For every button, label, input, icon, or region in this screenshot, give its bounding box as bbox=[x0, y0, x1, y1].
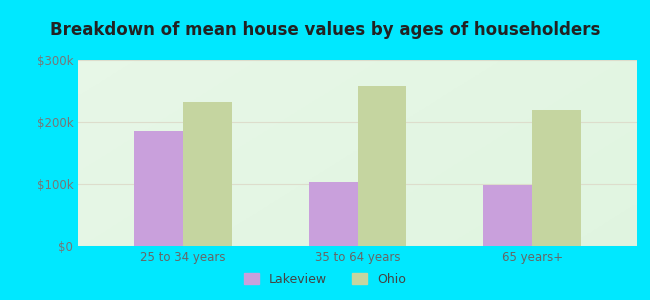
Text: Breakdown of mean house values by ages of householders: Breakdown of mean house values by ages o… bbox=[50, 21, 600, 39]
Bar bbox=[483, 185, 532, 246]
Legend: Lakeview, Ohio: Lakeview, Ohio bbox=[239, 268, 411, 291]
Bar bbox=[358, 86, 406, 246]
Bar bbox=[532, 110, 581, 246]
Bar bbox=[183, 102, 231, 246]
Bar bbox=[134, 131, 183, 246]
Bar bbox=[309, 182, 358, 246]
